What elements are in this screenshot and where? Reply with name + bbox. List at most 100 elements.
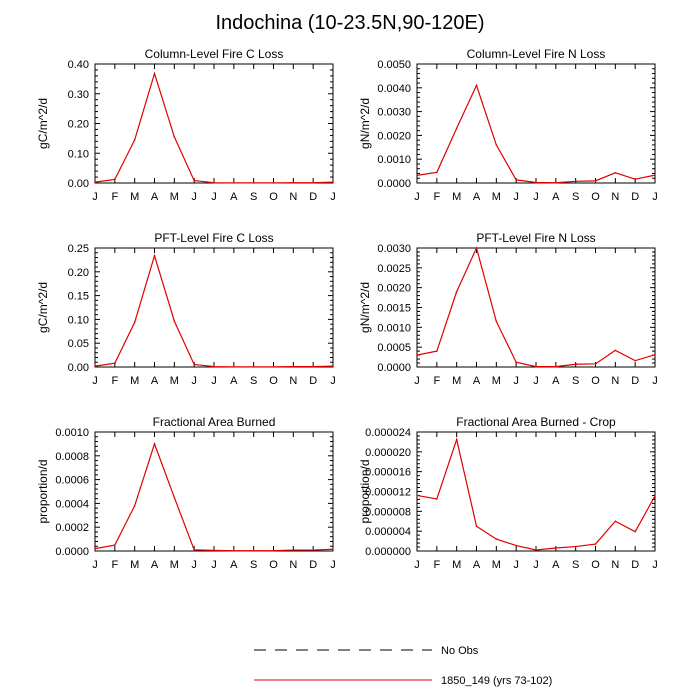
data-point <box>133 504 136 507</box>
data-point <box>495 538 498 540</box>
x-tick-label: J <box>533 559 539 571</box>
y-tick-label: 0.000016 <box>365 467 411 479</box>
data-point <box>535 549 537 551</box>
panel-1: Column-Level Fire C Loss gC/m^2/d 0.00 0.10… <box>36 47 336 203</box>
x-tick-label: M <box>492 559 501 571</box>
data-point <box>594 543 597 545</box>
data-point <box>574 545 577 548</box>
x-tick-label: A <box>552 375 560 387</box>
x-tick-label: S <box>572 375 579 387</box>
x-tick-label: A <box>151 191 159 203</box>
data-point <box>173 496 176 499</box>
panel-title: Fractional Area Burned <box>153 415 276 429</box>
data-point <box>153 443 156 445</box>
data-point <box>252 549 255 552</box>
x-tick-label: D <box>309 191 317 203</box>
x-tick-label: J <box>330 559 336 571</box>
x-tick-label: M <box>452 559 461 571</box>
x-tick-label: M <box>452 191 461 203</box>
data-point <box>292 549 295 551</box>
x-tick-label: D <box>631 191 639 203</box>
series-line <box>416 246 656 368</box>
data-point <box>272 365 275 368</box>
data-point <box>436 171 438 174</box>
data-point <box>614 520 617 523</box>
data-point <box>654 174 656 176</box>
data-point <box>133 139 136 141</box>
y-tick-label: 0.000008 <box>365 506 411 518</box>
data-point <box>213 365 215 368</box>
data-point <box>233 365 235 368</box>
data-point <box>173 136 176 138</box>
x-tick-label: M <box>452 375 461 387</box>
x-tick-label: J <box>211 559 217 571</box>
panel-6: Fractional Area Burned - Crop proportion/… <box>358 415 658 571</box>
data-point <box>332 548 334 551</box>
y-tick-label: 0.0006 <box>55 475 89 487</box>
x-tick-label: J <box>92 559 98 571</box>
x-tick-label: M <box>170 375 179 387</box>
data-point <box>94 181 96 183</box>
data-point <box>475 247 478 249</box>
series-line <box>416 437 656 551</box>
x-tick-label: J <box>652 559 658 571</box>
x-tick-label: A <box>151 559 159 571</box>
data-point <box>515 179 517 181</box>
y-tick-label: 0.0015 <box>377 303 411 315</box>
data-point <box>416 354 418 356</box>
x-tick-label: J <box>330 375 336 387</box>
y-tick-label: 0.000004 <box>365 526 411 538</box>
x-tick-label: A <box>151 375 159 387</box>
x-tick-label: J <box>652 191 658 203</box>
x-tick-label: O <box>591 559 600 571</box>
x-tick-label: F <box>433 375 440 387</box>
x-tick-label: A <box>230 559 238 571</box>
data-point <box>312 365 314 368</box>
data-point <box>634 178 636 180</box>
y-tick-label: 0.000020 <box>365 447 411 459</box>
x-tick-label: F <box>111 191 118 203</box>
y-axis-label: proportion/d <box>36 459 50 523</box>
y-axis-label: proportion/d <box>358 459 372 523</box>
x-tick-label: J <box>533 191 539 203</box>
x-tick-label: M <box>130 375 139 387</box>
data-point <box>193 179 195 182</box>
x-tick-label: J <box>92 191 98 203</box>
y-tick-label: 0.000000 <box>365 546 411 558</box>
x-tick-label: M <box>130 559 139 571</box>
y-tick-label: 0.25 <box>68 243 89 255</box>
x-tick-label: O <box>269 375 278 387</box>
data-point <box>594 180 597 182</box>
y-axis-label: gC/m^2/d <box>36 282 50 333</box>
x-tick-label: J <box>513 559 519 571</box>
x-tick-label: J <box>414 375 420 387</box>
data-point <box>574 363 577 366</box>
x-tick-label: M <box>492 375 501 387</box>
x-tick-label: N <box>611 375 619 387</box>
legend: No Obs 1850_149 (yrs 73-102) <box>254 645 552 687</box>
x-tick-label: N <box>611 559 619 571</box>
y-tick-label: 0.10 <box>68 148 89 160</box>
x-tick-label: N <box>289 191 297 203</box>
data-point <box>475 525 478 528</box>
x-tick-label: J <box>191 375 197 387</box>
panel-title: PFT-Level Fire N Loss <box>476 231 595 245</box>
data-point <box>515 361 517 364</box>
data-point <box>654 353 656 356</box>
y-tick-label: 0.0000 <box>377 178 411 190</box>
panel-title: Column-Level Fire N Loss <box>467 47 606 61</box>
y-axis-label: gN/m^2/d <box>358 98 372 149</box>
x-tick-label: S <box>572 559 579 571</box>
x-tick-label: A <box>230 191 238 203</box>
x-tick-label: J <box>191 559 197 571</box>
x-tick-label: A <box>552 191 560 203</box>
data-point <box>332 181 334 183</box>
y-tick-label: 0.20 <box>68 119 89 131</box>
x-tick-label: N <box>289 375 297 387</box>
legend-label: 1850_149 (yrs 73-102) <box>441 675 552 687</box>
data-point <box>455 438 458 441</box>
data-point <box>455 290 458 293</box>
y-tick-label: 0.00 <box>68 362 89 374</box>
x-tick-label: D <box>631 375 639 387</box>
